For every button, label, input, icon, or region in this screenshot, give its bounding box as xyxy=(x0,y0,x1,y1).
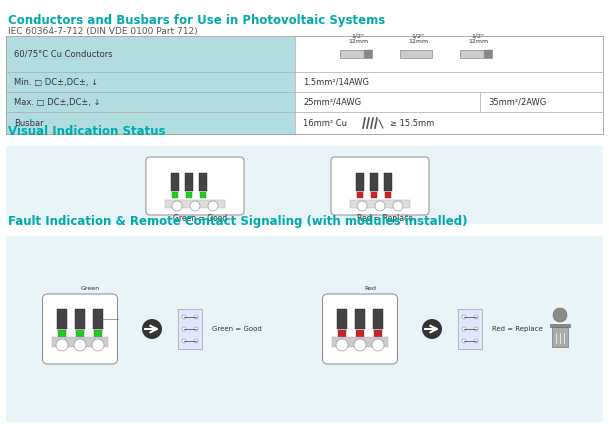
Circle shape xyxy=(74,339,86,351)
Bar xyxy=(6,236,603,422)
Bar xyxy=(199,173,207,191)
Circle shape xyxy=(357,201,367,211)
Circle shape xyxy=(354,339,366,351)
Text: Green: Green xyxy=(80,286,99,291)
FancyBboxPatch shape xyxy=(331,157,429,215)
Text: Red = Replace: Red = Replace xyxy=(357,214,413,223)
Text: IEC 60364-7-712 (DIN VDE 0100 Part 712): IEC 60364-7-712 (DIN VDE 0100 Part 712) xyxy=(8,27,198,36)
Bar xyxy=(57,309,67,329)
Bar xyxy=(350,200,410,208)
Circle shape xyxy=(182,339,186,343)
Bar xyxy=(186,192,192,198)
Bar xyxy=(385,192,391,198)
Bar xyxy=(384,173,392,191)
Bar xyxy=(185,173,193,191)
Circle shape xyxy=(172,201,182,211)
Bar xyxy=(458,309,482,349)
Circle shape xyxy=(474,327,478,331)
Bar xyxy=(355,309,365,329)
Text: ≥ 15.5mm: ≥ 15.5mm xyxy=(390,118,434,128)
Bar xyxy=(75,309,85,329)
Bar xyxy=(93,309,103,329)
Circle shape xyxy=(393,201,403,211)
Circle shape xyxy=(142,319,162,339)
Bar xyxy=(172,192,178,198)
Circle shape xyxy=(474,339,478,343)
Bar xyxy=(338,330,346,337)
Bar xyxy=(356,330,364,337)
Circle shape xyxy=(375,201,385,211)
Text: 25mm²/4AWG: 25mm²/4AWG xyxy=(303,98,361,106)
Bar xyxy=(460,50,492,58)
Circle shape xyxy=(194,339,198,343)
Bar xyxy=(356,173,364,191)
Text: Fault Indication & Remote Contact Signaling (with modules installed): Fault Indication & Remote Contact Signal… xyxy=(8,215,468,228)
Bar xyxy=(6,36,603,134)
Bar xyxy=(200,192,206,198)
Circle shape xyxy=(474,315,478,319)
Bar xyxy=(76,330,84,337)
Text: 1/2"
12mm: 1/2" 12mm xyxy=(348,33,368,44)
Bar xyxy=(340,50,372,58)
FancyBboxPatch shape xyxy=(43,294,118,364)
Text: 1/2"
12mm: 1/2" 12mm xyxy=(468,33,488,44)
Circle shape xyxy=(336,339,348,351)
Bar xyxy=(400,50,432,58)
Circle shape xyxy=(462,339,466,343)
Circle shape xyxy=(182,327,186,331)
FancyBboxPatch shape xyxy=(323,294,398,364)
Bar xyxy=(6,146,603,224)
Text: Green = Good: Green = Good xyxy=(173,214,227,223)
Bar xyxy=(357,192,363,198)
Bar xyxy=(550,324,570,327)
Circle shape xyxy=(462,327,466,331)
Circle shape xyxy=(553,308,567,322)
Bar xyxy=(374,330,382,337)
Text: Visual Indication Status: Visual Indication Status xyxy=(8,125,166,138)
FancyBboxPatch shape xyxy=(146,157,244,215)
Text: Max. □ DC±,DC±, ↓: Max. □ DC±,DC±, ↓ xyxy=(14,98,100,106)
Bar xyxy=(364,50,372,58)
Bar xyxy=(171,173,179,191)
Circle shape xyxy=(56,339,68,351)
Text: Green = Good: Green = Good xyxy=(212,326,262,332)
Circle shape xyxy=(208,201,218,211)
Text: 1.5mm²/14AWG: 1.5mm²/14AWG xyxy=(303,78,369,86)
Circle shape xyxy=(182,315,186,319)
Bar xyxy=(370,173,378,191)
Bar xyxy=(52,337,108,347)
Text: Conductors and Busbars for Use in Photovoltaic Systems: Conductors and Busbars for Use in Photov… xyxy=(8,14,385,27)
Bar xyxy=(332,337,388,347)
Bar xyxy=(165,200,225,208)
Bar xyxy=(58,330,66,337)
Circle shape xyxy=(462,315,466,319)
Circle shape xyxy=(194,315,198,319)
Bar xyxy=(178,309,202,349)
Circle shape xyxy=(92,339,104,351)
Text: Min. □ DC±,DC±, ↓: Min. □ DC±,DC±, ↓ xyxy=(14,78,98,86)
Text: 16mm² Cu: 16mm² Cu xyxy=(303,118,347,128)
Text: Red = Replace: Red = Replace xyxy=(492,326,543,332)
Bar xyxy=(484,50,492,58)
Bar xyxy=(371,192,377,198)
Bar xyxy=(94,330,102,337)
Text: Busbar: Busbar xyxy=(14,118,44,128)
Text: 35mm²/2AWG: 35mm²/2AWG xyxy=(488,98,546,106)
Bar xyxy=(295,36,603,134)
Bar xyxy=(337,309,347,329)
Bar xyxy=(6,36,295,134)
Circle shape xyxy=(194,327,198,331)
Text: Red: Red xyxy=(364,286,376,291)
Circle shape xyxy=(372,339,384,351)
Bar xyxy=(373,309,383,329)
Circle shape xyxy=(190,201,200,211)
Bar xyxy=(552,327,568,347)
Circle shape xyxy=(422,319,442,339)
Text: 60/75°C Cu Conductors: 60/75°C Cu Conductors xyxy=(14,50,113,59)
Text: 1/2"
12mm: 1/2" 12mm xyxy=(408,33,428,44)
